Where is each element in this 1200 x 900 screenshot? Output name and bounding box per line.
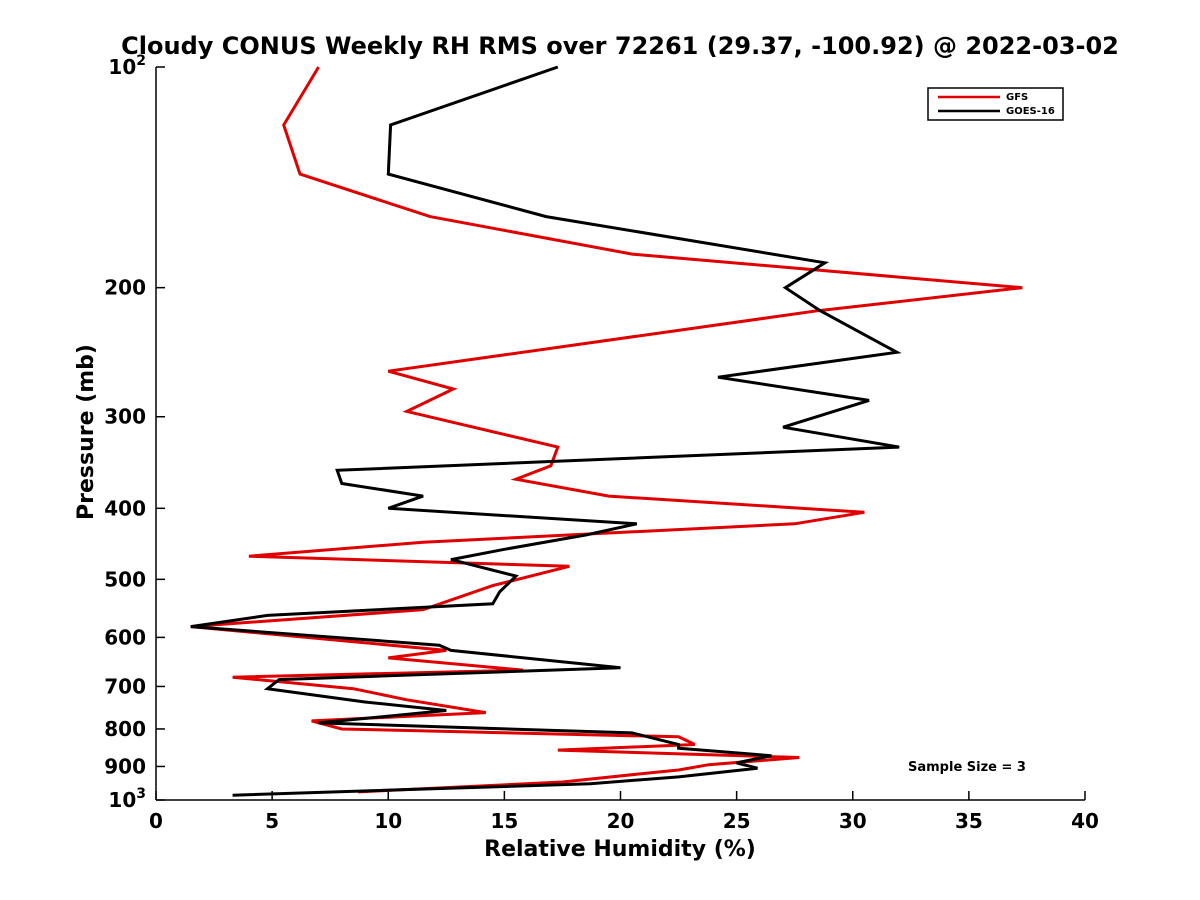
y-tick-exponent: 3 [136,786,146,802]
y-tick-label: 300 [104,405,146,429]
legend-box [927,87,1064,121]
chart-title: Cloudy CONUS Weekly RH RMS over 72261 (2… [121,32,1119,60]
x-tick-label: 40 [1071,809,1099,833]
x-tick-label: 25 [723,809,751,833]
y-tick-base: 10 [108,55,136,79]
x-tick-label: 5 [265,809,279,833]
sample-size-annotation: Sample Size = 3 [908,760,1026,775]
y-tick-base: 10 [108,788,136,812]
series-line-goes16 [190,65,902,797]
series-line-gfs [190,66,1023,794]
y-tick-label: 400 [104,496,146,520]
x-tick-label: 10 [374,809,402,833]
legend-goes16-label: GOES-16 [1006,106,1055,117]
y-tick-exponent: 2 [136,53,146,69]
legend: GFS GOES-16 [927,87,1064,121]
y-tick-label: 200 [104,276,146,300]
legend-gfs-label: GFS [1006,92,1028,103]
y-tick-label: 900 [104,754,146,778]
y-tick-label: 500 [104,567,146,591]
x-tick-label: 30 [839,809,867,833]
x-axis: 0 5 10 15 20 25 30 35 40 [149,791,1099,833]
x-tick-label: 20 [607,809,635,833]
y-axis-label: Pressure (mb) [74,344,99,520]
series-layer [190,65,1023,797]
y-tick-label: 600 [104,625,146,649]
x-tick-label: 0 [149,809,163,833]
y-tick-label: 800 [104,717,146,741]
x-tick-label: 15 [490,809,518,833]
y-tick-label: 103 [108,786,146,812]
y-tick-label: 102 [108,53,146,79]
x-axis-label: Relative Humidity (%) [484,837,756,862]
y-tick-label: 700 [104,674,146,698]
x-tick-label: 35 [955,809,983,833]
